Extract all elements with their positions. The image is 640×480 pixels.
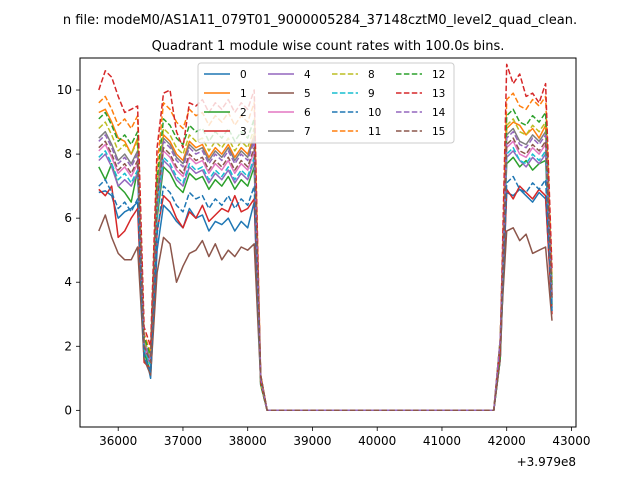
x-axis: 36000 37000 38000 39000 40000 41000 42000 43000 xyxy=(99,427,591,448)
series-line-15 xyxy=(98,137,553,412)
legend-label: 13 xyxy=(432,88,445,100)
chart-title: Quadrant 1 module wise count rates with … xyxy=(152,39,505,54)
y-tick-label: 10 xyxy=(57,83,72,97)
legend-label: 3 xyxy=(240,126,247,138)
x-tick-label: 42000 xyxy=(488,434,526,448)
y-tick-label: 6 xyxy=(64,211,72,225)
plot-frame xyxy=(79,57,577,428)
y-axis: 0 2 4 6 8 10 xyxy=(57,83,80,417)
legend-label: 8 xyxy=(368,69,375,81)
x-tick-label: 43000 xyxy=(552,434,590,448)
figure-suptitle: n file: modeM0/AS1A11_079T01_9000005284_… xyxy=(63,13,577,28)
series-line-8 xyxy=(98,118,553,412)
legend-label: 15 xyxy=(432,126,445,138)
series-line-5 xyxy=(98,214,553,412)
y-tick-label: 0 xyxy=(64,403,72,417)
legend-label: 6 xyxy=(304,107,311,119)
legend-label: 12 xyxy=(432,69,445,81)
series-line-14 xyxy=(98,130,553,412)
x-tick-label: 41000 xyxy=(423,434,461,448)
legend-label: 9 xyxy=(368,88,375,100)
series-line-10 xyxy=(98,175,553,412)
x-tick-label: 38000 xyxy=(229,434,267,448)
y-tick-label: 2 xyxy=(64,339,72,353)
legend-label: 1 xyxy=(240,88,247,100)
legend-label: 14 xyxy=(432,107,446,119)
x-tick-label: 36000 xyxy=(99,434,137,448)
x-offset-label: +3.979e8 xyxy=(517,455,576,469)
x-tick-label: 37000 xyxy=(164,434,202,448)
legend-label: 5 xyxy=(304,88,311,100)
legend-label: 7 xyxy=(304,126,311,138)
legend-label: 2 xyxy=(240,107,247,119)
legend-box xyxy=(197,62,455,144)
legend-label: 10 xyxy=(368,107,381,119)
legend-label: 4 xyxy=(304,69,311,81)
legend-label: 11 xyxy=(368,126,381,138)
series-line-3 xyxy=(98,185,553,412)
y-tick-label: 4 xyxy=(64,275,72,289)
x-tick-label: 39000 xyxy=(293,434,331,448)
x-tick-label: 40000 xyxy=(358,434,396,448)
y-tick-label: 8 xyxy=(64,147,72,161)
legend-label: 0 xyxy=(240,69,247,81)
